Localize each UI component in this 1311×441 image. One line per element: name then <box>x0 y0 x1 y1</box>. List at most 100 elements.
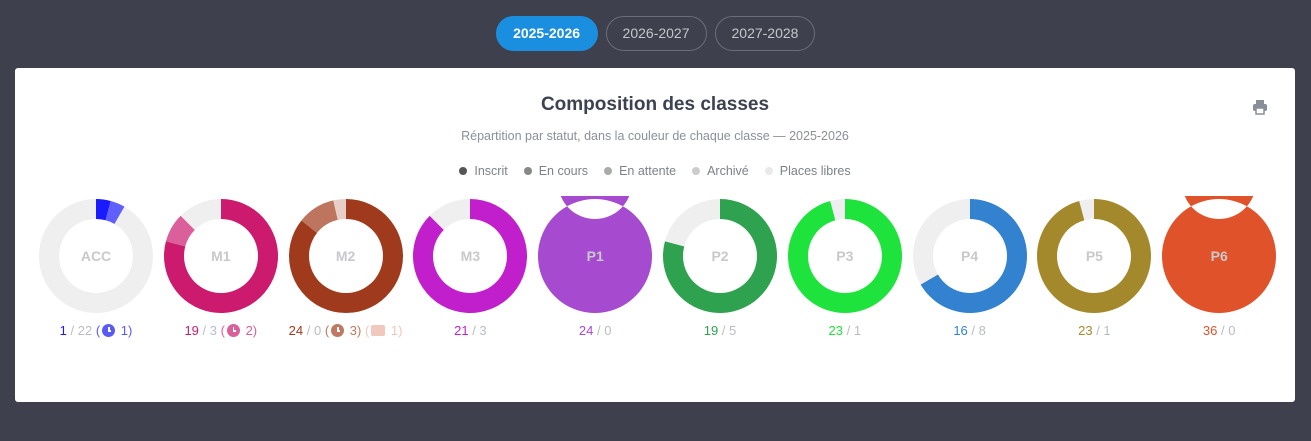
donut-stats: 24 / 0 ( 3) ( 1) <box>288 323 403 338</box>
segment-inscrit[interactable] <box>787 199 902 313</box>
stat-extra-value: 3 <box>346 323 358 338</box>
stat-inscrit: 16 <box>953 323 968 338</box>
stat-libres: 1 <box>853 323 862 338</box>
segment-libres[interactable] <box>39 199 154 313</box>
stat-extra-value: 1 <box>387 323 399 338</box>
year-tab-2025-2026[interactable]: 2025-2026 <box>495 16 598 51</box>
donut-stats: 23 / 1 <box>1078 323 1111 338</box>
donut-p3[interactable]: P3 23 / 1 <box>785 196 905 340</box>
card-subtitle: Répartition par statut, dans la couleur … <box>461 129 849 143</box>
donut-svg <box>538 196 653 313</box>
segment-libres[interactable] <box>1079 199 1095 221</box>
chart-legend: Inscrit En cours En attente Archivé Plac… <box>15 164 1295 178</box>
clock-icon <box>331 324 345 337</box>
legend-dot <box>459 167 468 175</box>
segment-libres[interactable] <box>180 199 221 230</box>
year-tab-2026-2027[interactable]: 2026-2027 <box>605 16 707 51</box>
legend-label: Inscrit <box>474 164 508 178</box>
stat-archive: ( 1) <box>361 323 403 338</box>
donut-svg <box>912 199 1027 313</box>
year-tab-2027-2028[interactable]: 2027-2028 <box>714 16 816 51</box>
stat-libres: 3 <box>209 323 217 338</box>
donut-stats: 36 / 0 <box>1202 323 1236 338</box>
donut-p6[interactable]: P6 36 / 0 <box>1159 196 1279 340</box>
segment-inscrit[interactable] <box>163 199 278 313</box>
donut-stats: 19 / 5 <box>703 323 737 338</box>
segment-en-cours[interactable] <box>165 215 195 247</box>
segment-archive[interactable] <box>332 199 346 220</box>
donut-m2[interactable]: M2 24 / 0 ( 3) ( 1) <box>286 196 406 340</box>
donut-acc[interactable]: ACC 1 / 22 ( 1) <box>36 196 156 340</box>
segment-libres[interactable] <box>430 199 471 230</box>
stat-inscrit: 24 <box>578 323 594 338</box>
printer-icon[interactable] <box>1252 99 1268 115</box>
donut-class-label: M1 <box>211 248 231 264</box>
legend-item-places-libres[interactable]: Places libres <box>764 164 851 178</box>
legend-item-en-cours[interactable]: En cours <box>523 164 589 178</box>
legend-dot <box>604 167 613 175</box>
stat-libres: 8 <box>978 323 986 338</box>
segment-inscrit[interactable] <box>1037 199 1152 313</box>
donut-stats: 23 / 1 <box>828 323 862 338</box>
donut-m1[interactable]: M1 19 / 3 ( 2) <box>161 196 281 340</box>
donut-class-label: P4 <box>961 248 979 264</box>
stat-inscrit: 19 <box>703 323 719 338</box>
legend-label: Places libres <box>779 164 851 178</box>
donut-class-label: P3 <box>836 248 854 264</box>
segment-en-cours[interactable] <box>105 200 125 224</box>
donut-svg <box>1037 199 1152 313</box>
donut-p2[interactable]: P2 19 / 5 <box>660 196 780 340</box>
donut-class-label: P5 <box>1085 248 1103 264</box>
stat-libres: 1 <box>1103 323 1111 338</box>
stat-extra-value: 1 <box>117 323 128 338</box>
donut-class-label: P2 <box>711 248 729 264</box>
legend-label: En cours <box>538 164 589 178</box>
donut-svg <box>663 199 777 313</box>
donut-stats: 21 / 3 <box>454 323 487 338</box>
legend-item-en-attente[interactable]: En attente <box>604 164 676 178</box>
donut-p5[interactable]: P5 23 / 1 <box>1034 196 1154 340</box>
legend-item-archive[interactable]: Archivé <box>692 164 749 178</box>
clock-icon <box>226 324 240 337</box>
donut-svg <box>1162 196 1277 313</box>
donut-svg <box>163 199 278 313</box>
donut-class-label: M2 <box>335 248 356 264</box>
donut-svg <box>413 199 528 313</box>
segment-inscrit[interactable] <box>663 199 777 313</box>
clock-icon <box>102 324 116 337</box>
donut-stats: 19 / 3 ( 2) <box>184 323 258 338</box>
donut-svg <box>787 199 902 313</box>
legend-label: En attente <box>619 164 677 178</box>
donut-class-label: ACC <box>80 248 112 264</box>
donut-class-label: P1 <box>586 248 604 264</box>
segment-inscrit[interactable] <box>288 199 403 313</box>
donut-m3[interactable]: M3 21 / 3 <box>410 196 530 340</box>
segment-inscrit[interactable] <box>1162 196 1277 313</box>
stat-libres: 0 <box>313 323 322 338</box>
donut-charts-row: ACC 1 / 22 ( 1) M1 19 / 3 ( 2) M2 24 / 0 ( 3)… <box>15 196 1295 396</box>
segment-libres[interactable] <box>912 199 970 285</box>
segment-inscrit[interactable] <box>538 196 653 313</box>
stat-inscrit: 24 <box>288 323 304 338</box>
stat-inscrit: 23 <box>1078 323 1093 338</box>
donut-svg <box>288 199 403 313</box>
donut-p1[interactable]: P1 24 / 0 <box>535 196 655 340</box>
segment-inscrit[interactable] <box>96 199 111 221</box>
donut-class-label: M3 <box>460 248 481 264</box>
year-tabs: 2025-2026 2026-2027 2027-2028 <box>0 16 1311 51</box>
stat-extra-value: 2 <box>241 323 253 338</box>
legend-dot <box>692 167 701 175</box>
segment-inscrit[interactable] <box>920 199 1027 313</box>
legend-item-inscrit[interactable]: Inscrit <box>459 164 508 178</box>
stat-libres: 0 <box>604 323 612 338</box>
donut-p4[interactable]: P4 16 / 8 <box>910 196 1030 340</box>
segment-libres[interactable] <box>830 199 845 221</box>
stat-libres: 5 <box>729 323 737 338</box>
donut-stats: 1 / 22 ( 1) <box>59 323 133 338</box>
stat-libres: 0 <box>1228 323 1236 338</box>
segment-libres[interactable] <box>664 199 720 247</box>
stat-libres: 22 <box>77 323 93 338</box>
segment-en-cours[interactable] <box>301 200 338 233</box>
donut-stats: 24 / 0 <box>578 323 612 338</box>
donut-stats: 16 / 8 <box>953 323 986 338</box>
